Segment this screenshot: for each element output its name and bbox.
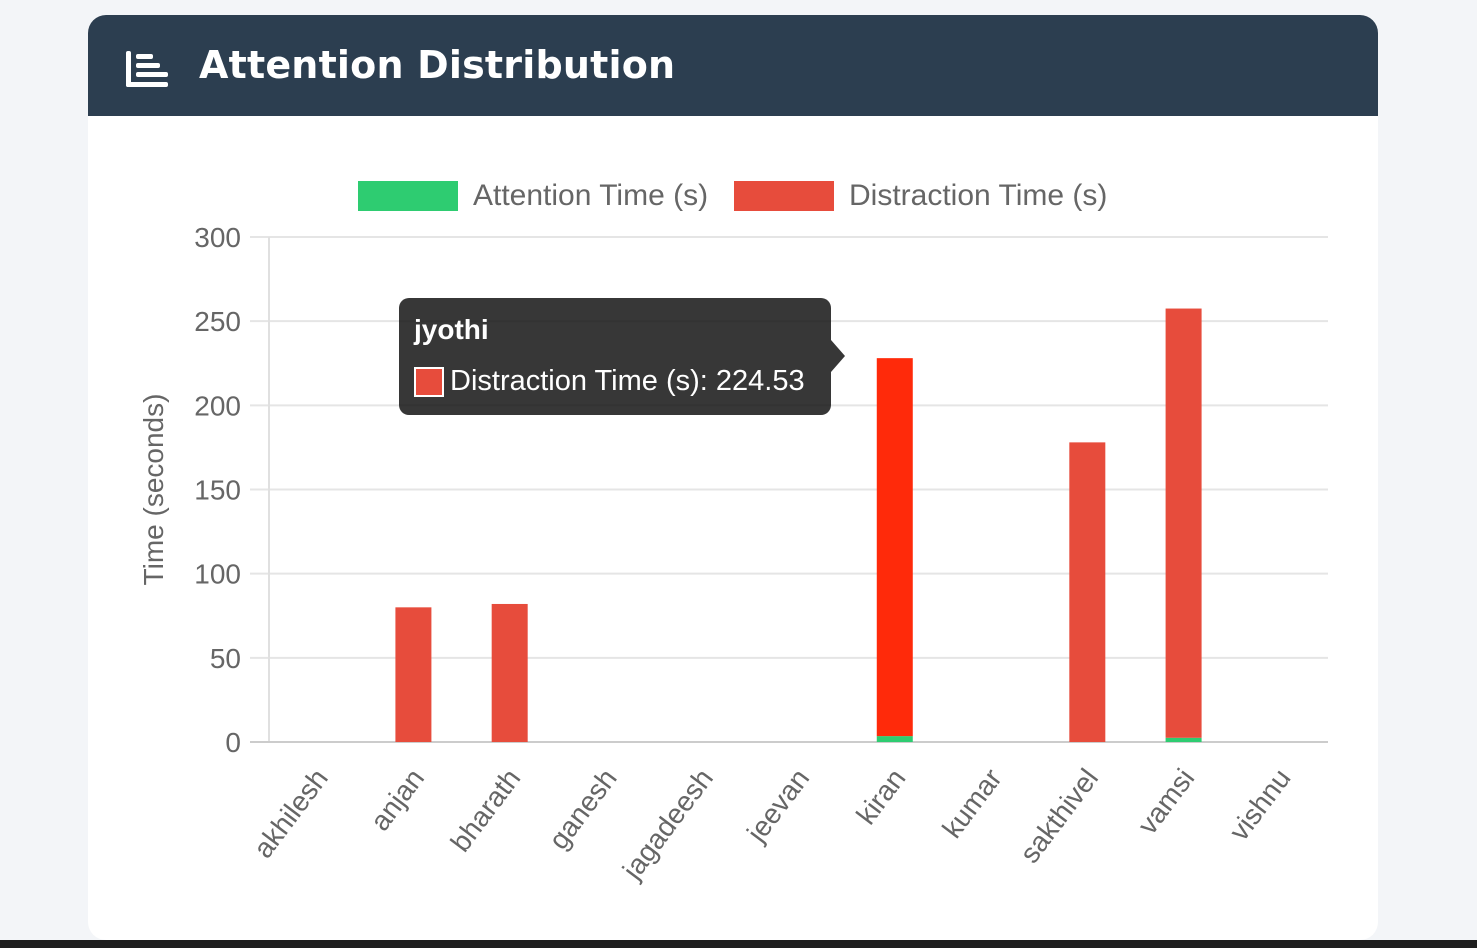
x-tick-label: anjan [364, 763, 430, 836]
x-tick-label: vamsi [1132, 763, 1201, 840]
bar-distraction-bharath [491, 603, 528, 742]
y-tick-label: 300 [194, 222, 241, 253]
x-tick-label: jagadeesh [616, 763, 719, 886]
x-tick-label: vishnu [1223, 763, 1296, 846]
tooltip-title: jyothi [413, 314, 489, 345]
card-header: Attention Distribution [88, 15, 1378, 116]
legend-label-attention: Attention Time (s) [473, 179, 708, 212]
y-tick-label: 100 [194, 559, 241, 590]
bar-attention-vamsi [1165, 737, 1202, 742]
x-tick-label: jeevan [740, 763, 815, 848]
x-tick-label: kiran [850, 763, 911, 830]
x-tick-label: kumar [936, 763, 1008, 844]
bottom-edge [0, 940, 1477, 948]
bar-distraction-kiran [876, 358, 913, 737]
bar-distraction-sakthivel [1069, 442, 1106, 742]
x-tick-label: bharath [445, 763, 527, 858]
x-tick-label: ganesh [543, 763, 623, 855]
legend-swatch-distraction [734, 181, 834, 211]
card-title: Attention Distribution [199, 43, 676, 87]
legend-label-distraction: Distraction Time (s) [849, 179, 1107, 212]
bar-chart-icon [126, 51, 168, 87]
legend-swatch-attention [358, 181, 458, 211]
y-tick-label: 50 [210, 643, 241, 674]
bar-distraction-vamsi [1165, 308, 1202, 738]
y-tick-label: 0 [225, 727, 241, 758]
bar-distraction-anjan [395, 607, 432, 742]
tooltip-caret [831, 340, 845, 372]
tooltip-label: Distraction Time (s): 224.53 [450, 365, 805, 397]
x-tick-label: akhilesh [247, 763, 334, 864]
x-tick-label: sakthivel [1014, 763, 1104, 869]
y-tick-label: 250 [194, 306, 241, 337]
y-axis-title: Time (seconds) [138, 394, 169, 586]
tooltip-swatch [414, 367, 444, 397]
bar-attention-kiran [876, 736, 913, 742]
tooltip-box [399, 298, 831, 415]
y-tick-label: 150 [194, 475, 241, 506]
y-tick-label: 200 [194, 390, 241, 421]
attention-distribution-card: Attention Distribution [88, 15, 1378, 940]
